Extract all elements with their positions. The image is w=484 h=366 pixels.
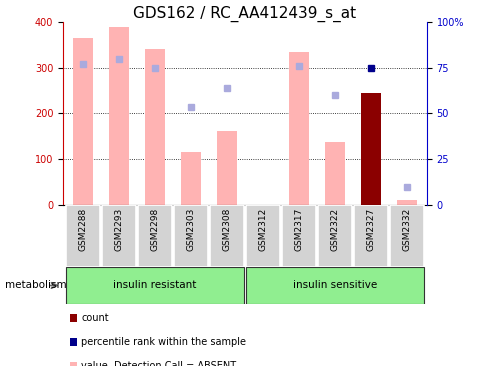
Text: GSM2327: GSM2327 — [366, 208, 375, 251]
Bar — [353, 205, 388, 267]
Bar — [145, 49, 165, 205]
Text: GSM2303: GSM2303 — [186, 208, 195, 251]
Text: GSM2317: GSM2317 — [294, 208, 303, 251]
Bar — [109, 27, 129, 205]
Bar — [65, 205, 100, 267]
Text: insulin resistant: insulin resistant — [113, 280, 196, 291]
Bar — [389, 205, 424, 267]
Text: value, Detection Call = ABSENT: value, Detection Call = ABSENT — [81, 361, 236, 366]
Text: GSM2322: GSM2322 — [330, 208, 339, 251]
Bar — [137, 205, 172, 267]
Text: percentile rank within the sample: percentile rank within the sample — [81, 337, 246, 347]
Text: GSM2332: GSM2332 — [402, 208, 410, 251]
Bar — [245, 205, 280, 267]
Bar — [73, 38, 92, 205]
Title: GDS162 / RC_AA412439_s_at: GDS162 / RC_AA412439_s_at — [133, 6, 356, 22]
Bar — [101, 205, 136, 267]
Text: GSM2298: GSM2298 — [150, 208, 159, 251]
Bar — [65, 267, 244, 304]
Bar — [396, 201, 416, 205]
Bar — [245, 267, 424, 304]
Bar — [209, 205, 244, 267]
Bar — [173, 205, 208, 267]
Bar — [181, 152, 200, 205]
Text: GSM2288: GSM2288 — [78, 208, 87, 251]
Bar — [317, 205, 351, 267]
Bar — [324, 142, 344, 205]
Text: count: count — [81, 313, 109, 324]
Text: GSM2312: GSM2312 — [258, 208, 267, 251]
Bar — [288, 52, 308, 205]
Text: GSM2293: GSM2293 — [114, 208, 123, 251]
Text: metabolism: metabolism — [5, 280, 66, 291]
Bar — [281, 205, 316, 267]
Bar — [216, 131, 236, 205]
Text: insulin sensitive: insulin sensitive — [292, 280, 376, 291]
Bar — [360, 93, 380, 205]
Text: GSM2308: GSM2308 — [222, 208, 231, 251]
